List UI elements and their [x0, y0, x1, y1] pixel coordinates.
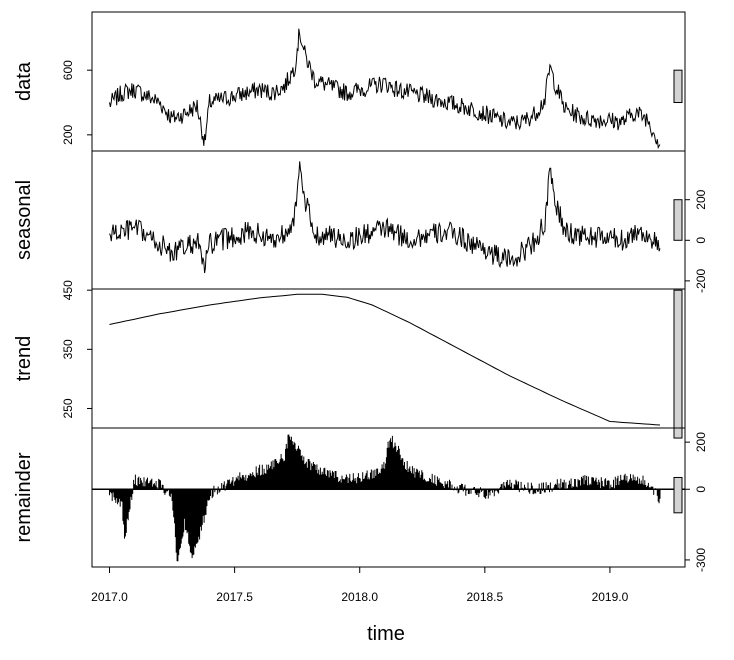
- x-tick-label-4: 2019.0: [592, 590, 629, 604]
- y-tick-label-remainder-1: 0: [694, 486, 708, 493]
- panel-frame-seasonal: [91, 150, 686, 290]
- panels-layer: data 200 600 seasonal -200 0 200 trend 250 350 450…: [13, 11, 708, 572]
- panel-label-trend: trend: [13, 336, 35, 382]
- scale-bar-remainder: [673, 476, 683, 514]
- y-tick-label-remainder-2: 200: [694, 432, 708, 452]
- panel-label-seasonal: seasonal: [13, 180, 35, 260]
- y-tick-label-trend-1: 350: [61, 339, 75, 359]
- x-axis-title: time: [367, 623, 405, 645]
- scale-bar-data: [673, 69, 683, 104]
- y-tick-label-seasonal-2: 200: [694, 189, 708, 209]
- panel-data: data 200 600: [13, 11, 686, 152]
- panel-trend: trend 250 350 450: [13, 280, 686, 439]
- y-tick-label-trend-0: 250: [61, 398, 75, 418]
- series-line-seasonal: [109, 161, 661, 274]
- series-line-trend: [109, 293, 661, 426]
- panel-seasonal: seasonal -200 0 200: [13, 150, 708, 293]
- panel-frame-remainder: [91, 427, 686, 568]
- panel-label-data: data: [13, 61, 35, 101]
- x-tick-label-1: 2017.5: [216, 590, 253, 604]
- panel-remainder: remainder -300 0 200: [13, 427, 708, 572]
- y-tick-label-remainder-0: -300: [694, 548, 708, 572]
- scale-bar-seasonal: [673, 199, 683, 241]
- series-line-data: [109, 28, 661, 150]
- x-tick-label-0: 2017.0: [91, 590, 128, 604]
- y-tick-label-seasonal-0: -200: [694, 269, 708, 293]
- series-line-remainder: [109, 434, 661, 562]
- x-tick-label-3: 2018.5: [466, 590, 503, 604]
- y-tick-label-trend-2: 450: [61, 280, 75, 300]
- y-tick-label-data-0: 200: [61, 125, 75, 145]
- panel-frame-data: [91, 11, 686, 152]
- panel-label-remainder: remainder: [13, 452, 35, 542]
- scale-bar-trend: [673, 289, 683, 439]
- y-tick-label-seasonal-1: 0: [694, 237, 708, 244]
- x-axis: 2017.0 2017.5 2018.0 2018.5 2019.0: [91, 567, 629, 604]
- x-tick-label-2: 2018.0: [341, 590, 378, 604]
- y-tick-label-data-1: 600: [61, 60, 75, 80]
